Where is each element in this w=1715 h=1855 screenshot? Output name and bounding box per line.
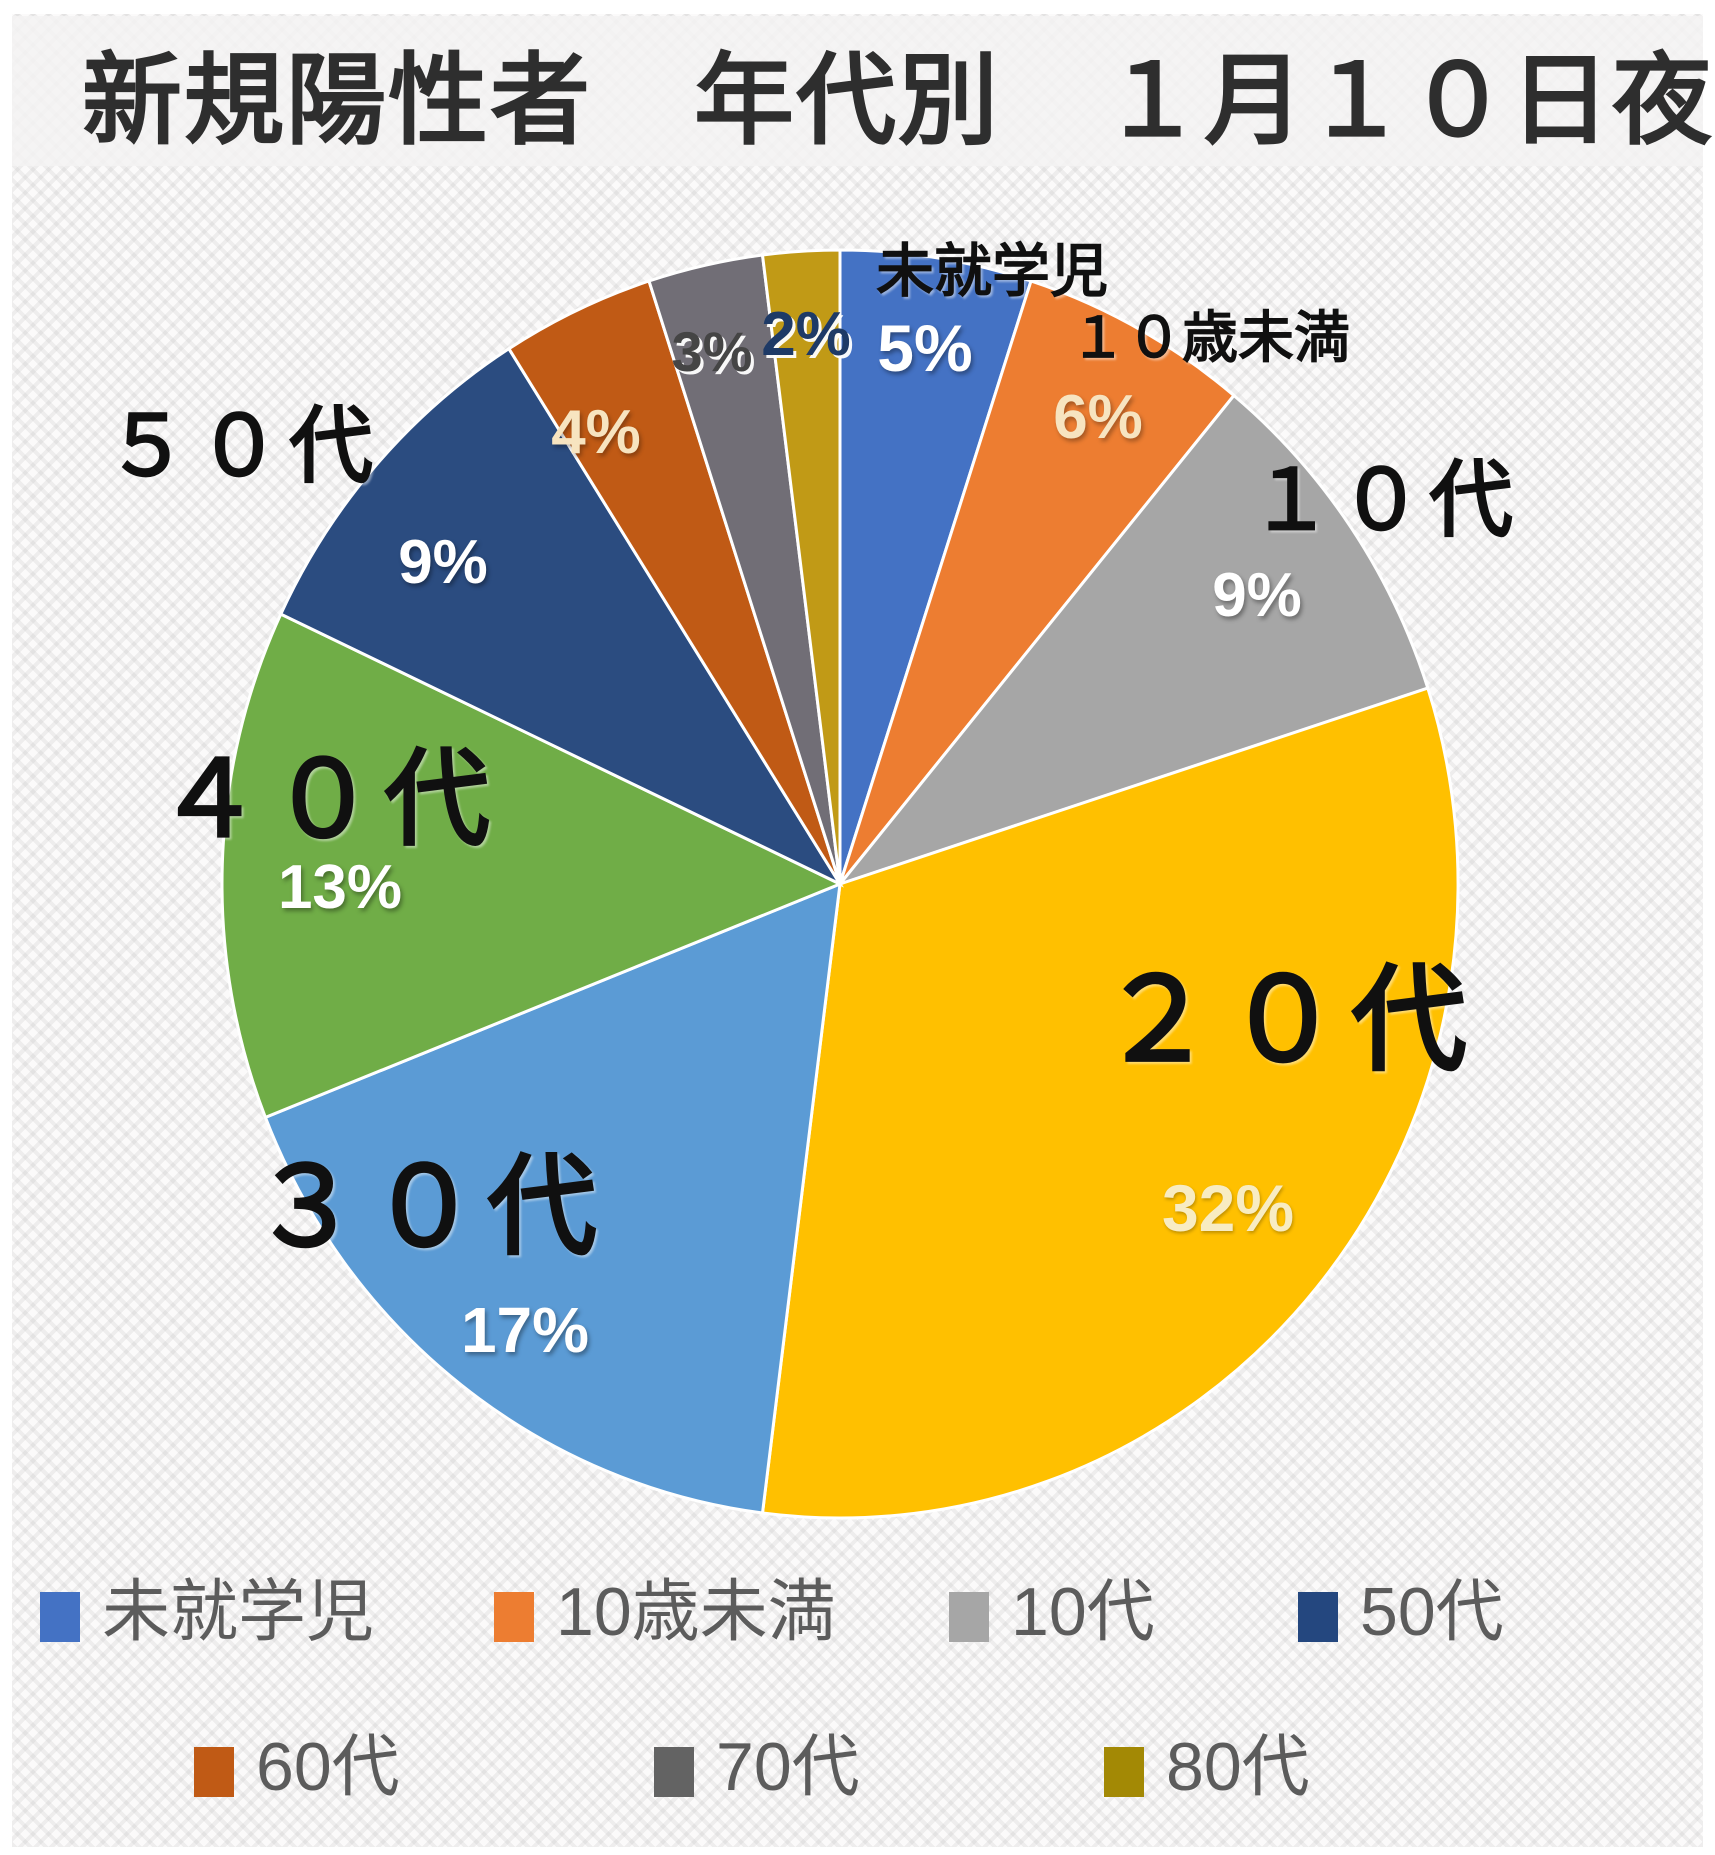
pct-label-preschool: 5% <box>877 311 973 385</box>
slice-label-20s: ２０代 <box>1099 955 1477 1085</box>
pie-slice-40s <box>220 612 844 1120</box>
slice-label-30s: ３０代 <box>251 1146 605 1269</box>
pie-chart <box>220 248 1460 1520</box>
legend-item-60s: 60代 <box>194 1733 400 1801</box>
pct-label-40s: 13% <box>277 853 403 922</box>
pct-label-80s: 2% <box>761 300 851 369</box>
pie-slice-50s <box>278 346 844 888</box>
pct-label-70s: 3% <box>671 320 753 383</box>
legend-swatch-60s <box>194 1747 234 1797</box>
legend-item-10s: 10代 <box>949 1578 1155 1646</box>
slice-label-preschool: 未就学児 <box>875 239 1109 304</box>
pie-slice-under10 <box>838 279 1236 885</box>
pct-label-10s: 9% <box>1212 561 1302 630</box>
slice-label-40s: ４０代 <box>156 741 498 859</box>
legend-item-under10: 10歳未満 <box>494 1578 836 1646</box>
legend-swatch-70s <box>654 1747 694 1797</box>
legend-label-60s: 60代 <box>256 1729 400 1805</box>
slice-label-10s: １０代 <box>1248 453 1520 547</box>
legend-item-80s: 80代 <box>1104 1733 1310 1801</box>
legend-swatch-under10 <box>494 1592 534 1642</box>
legend-item-70s: 70代 <box>654 1733 860 1801</box>
pie-slice-preschool <box>838 248 1033 885</box>
pie-slice-20s <box>760 686 1460 1520</box>
page-title: 新規陽性者 年代別 １月１０日夜 <box>82 44 1714 157</box>
legend-label-70s: 70代 <box>716 1729 860 1805</box>
legend-label-50s: 50代 <box>1360 1574 1504 1650</box>
pct-label-50s: 9% <box>398 528 488 597</box>
legend-label-10s: 10代 <box>1011 1574 1155 1650</box>
legend-swatch-80s <box>1104 1747 1144 1797</box>
legend-label-under10: 10歳未満 <box>556 1574 836 1650</box>
legend-label-preschool: 未就学児 <box>102 1574 375 1650</box>
pie-slice-10s <box>835 393 1430 888</box>
slice-label-under10: １０歳未満 <box>1070 306 1350 369</box>
pct-label-60s: 4% <box>551 398 641 467</box>
pie-slice-80s <box>760 248 842 885</box>
slice-label-50s: ５０代 <box>104 399 382 493</box>
legend-swatch-10s <box>949 1592 989 1642</box>
title-band: 新規陽性者 年代別 １月１０日夜 <box>12 16 1712 166</box>
pct-label-20s: 32% <box>1161 1171 1295 1245</box>
legend-swatch-50s <box>1298 1592 1338 1642</box>
legend-item-preschool: 未就学児 <box>40 1578 374 1646</box>
pct-label-under10: 6% <box>1053 383 1143 452</box>
legend-label-80s: 80代 <box>1166 1729 1310 1805</box>
legend-item-50s: 50代 <box>1298 1578 1504 1646</box>
legend-swatch-preschool <box>40 1592 80 1642</box>
pie-slice-30s <box>263 881 842 1515</box>
pct-label-30s: 17% <box>460 1294 590 1366</box>
